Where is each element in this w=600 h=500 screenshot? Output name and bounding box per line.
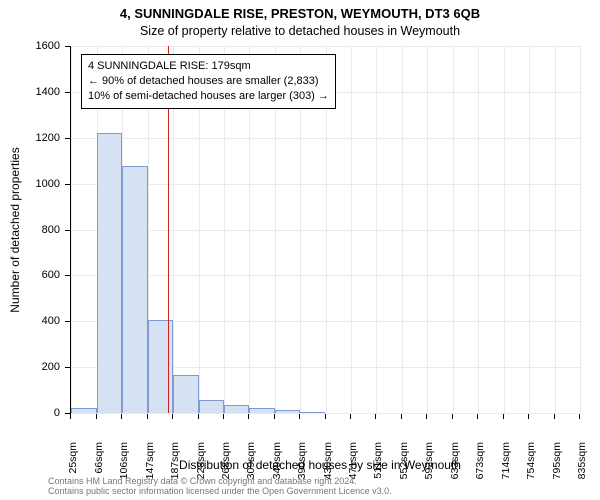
y-tick-label: 600 [0,269,60,281]
y-tick-mark [65,321,70,322]
y-tick-label: 1200 [0,132,60,144]
chart-title-description: Size of property relative to detached ho… [0,24,600,38]
x-tick-mark [426,414,427,419]
footer-line-1: Contains HM Land Registry data © Crown c… [48,476,392,486]
annotation-smaller-pct: ← 90% of detached houses are smaller (2,… [88,74,329,89]
x-tick-mark [248,414,249,419]
x-tick-mark [70,414,71,419]
y-tick-label: 1000 [0,178,60,190]
x-tick-mark [503,414,504,419]
histogram-bar [300,412,325,413]
x-tick-mark [147,414,148,419]
gridline-horizontal [71,46,580,47]
y-tick-mark [65,138,70,139]
gridline-vertical [580,46,581,413]
x-tick-mark [223,414,224,419]
y-tick-label: 400 [0,315,60,327]
y-tick-mark [65,275,70,276]
gridline-horizontal [71,138,580,139]
histogram-bar [122,166,148,413]
y-tick-mark [65,46,70,47]
histogram-bar [97,133,122,413]
y-tick-label: 800 [0,224,60,236]
x-tick-mark [274,414,275,419]
y-tick-mark [65,92,70,93]
y-tick-label: 0 [0,407,60,419]
histogram-bar [173,375,199,413]
x-tick-mark [452,414,453,419]
x-tick-mark [198,414,199,419]
histogram-bar [224,405,250,413]
x-tick-mark [528,414,529,419]
y-tick-mark [65,230,70,231]
footer-line-2: Contains public sector information licen… [48,486,392,496]
y-tick-label: 1600 [0,40,60,52]
x-tick-mark [554,414,555,419]
y-tick-label: 1400 [0,86,60,98]
x-tick-mark [299,414,300,419]
y-tick-mark [65,184,70,185]
x-tick-mark [96,414,97,419]
x-tick-mark [172,414,173,419]
x-tick-mark [121,414,122,419]
annotation-box: 4 SUNNINGDALE RISE: 179sqm← 90% of detac… [81,54,336,109]
y-tick-mark [65,367,70,368]
x-tick-mark [579,414,580,419]
chart-title-address: 4, SUNNINGDALE RISE, PRESTON, WEYMOUTH, … [0,6,600,21]
annotation-larger-pct: 10% of semi-detached houses are larger (… [88,89,329,104]
histogram-bar [71,408,97,413]
chart-container: { "chart": { "type": "histogram", "title… [0,0,600,500]
x-tick-mark [375,414,376,419]
histogram-bar [275,410,301,413]
x-tick-mark [401,414,402,419]
x-tick-mark [350,414,351,419]
histogram-bar [249,408,274,413]
x-axis-label: Distribution of detached houses by size … [20,458,600,472]
x-tick-mark [477,414,478,419]
histogram-bar [199,400,224,413]
annotation-property-size: 4 SUNNINGDALE RISE: 179sqm [88,59,329,74]
plot-area: 4 SUNNINGDALE RISE: 179sqm← 90% of detac… [70,46,580,414]
footer-attribution: Contains HM Land Registry data © Crown c… [48,476,392,497]
x-tick-mark [325,414,326,419]
y-tick-label: 200 [0,361,60,373]
